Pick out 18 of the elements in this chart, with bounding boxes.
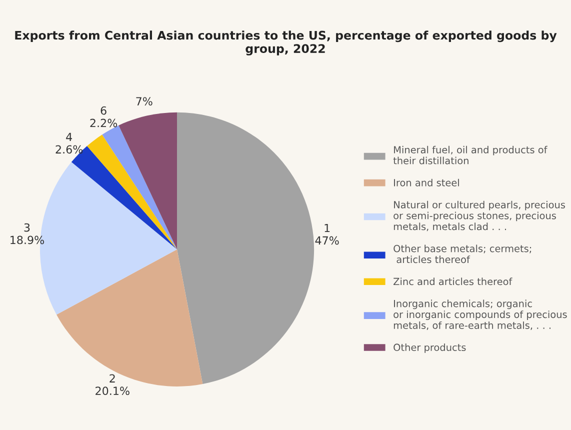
pie-slice xyxy=(56,249,203,386)
data-label: 4 2.6% xyxy=(56,132,83,154)
legend-label: Mineral fuel, oil and products of their distillation xyxy=(393,146,548,164)
legend-label: Iron and steel xyxy=(394,178,459,186)
legend-label: Natural or cultured pearls, precious or semi-precious stones, precious metals, metals clad . . . xyxy=(394,200,565,232)
data-label: 1 47% xyxy=(315,224,339,245)
pie-slice xyxy=(177,112,314,384)
pie-slice xyxy=(118,112,178,250)
legend-label: Zinc and articles thereof xyxy=(394,278,512,286)
data-label: 2 20.1% xyxy=(96,374,130,396)
legend-label: Inorganic chemicals; organic or inorganic compounds of precious metals, of rare-earth metals, . . . xyxy=(394,300,567,330)
data-label: 6 2.2% xyxy=(90,106,118,128)
legend-label: Other base metals; cermets; articles thereof xyxy=(394,244,532,264)
data-label: 3 18.9% xyxy=(10,223,44,244)
legend-label: Other products xyxy=(394,344,466,353)
pie-slice xyxy=(87,134,178,250)
chart-title: Exports from Central Asian countries to the US, percentage of exported goods by group, 2022 xyxy=(15,30,557,56)
data-label: 7% xyxy=(136,97,152,106)
